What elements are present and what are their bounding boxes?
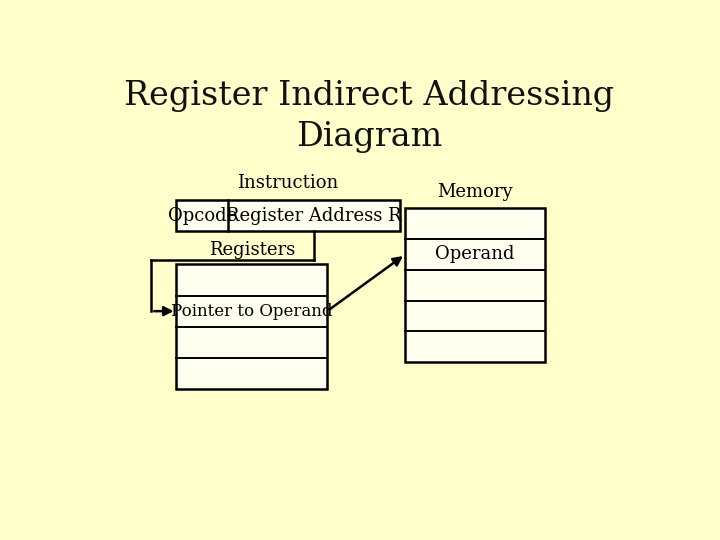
Text: Register Address R: Register Address R [226, 206, 402, 225]
Text: Memory: Memory [437, 183, 513, 201]
Text: Instruction: Instruction [238, 174, 338, 192]
Bar [176, 265, 327, 389]
Text: Operand: Operand [436, 245, 515, 264]
Bar [176, 200, 400, 231]
Text: Register Indirect Addressing
Diagram: Register Indirect Addressing Diagram [124, 80, 614, 153]
Text: Opcode: Opcode [168, 206, 237, 225]
Text: Registers: Registers [209, 241, 295, 259]
Bar [405, 208, 545, 362]
Text: Pointer to Operand: Pointer to Operand [171, 302, 333, 320]
